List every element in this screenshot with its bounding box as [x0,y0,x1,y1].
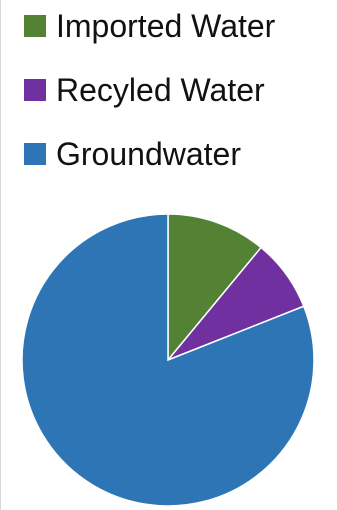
chart-legend: Imported Water Recyled Water Groundwater [24,6,275,198]
pie-chart-area [0,200,337,510]
legend-label-imported-water: Imported Water [56,8,276,44]
legend-item-groundwater: Groundwater [24,134,275,174]
legend-swatch-imported-water [24,15,46,37]
pie-chart [21,213,315,507]
legend-label-recyled-water: Recyled Water [56,72,265,108]
legend-item-recyled-water: Recyled Water [24,70,275,110]
legend-swatch-recyled-water [24,79,46,101]
pie-slice-groundwater [21,213,315,507]
legend-swatch-groundwater [24,143,46,165]
legend-item-imported-water: Imported Water [24,6,275,46]
left-border-line [0,0,1,510]
pie-slice-imported-water [167,213,263,363]
legend-label-groundwater: Groundwater [56,136,241,172]
